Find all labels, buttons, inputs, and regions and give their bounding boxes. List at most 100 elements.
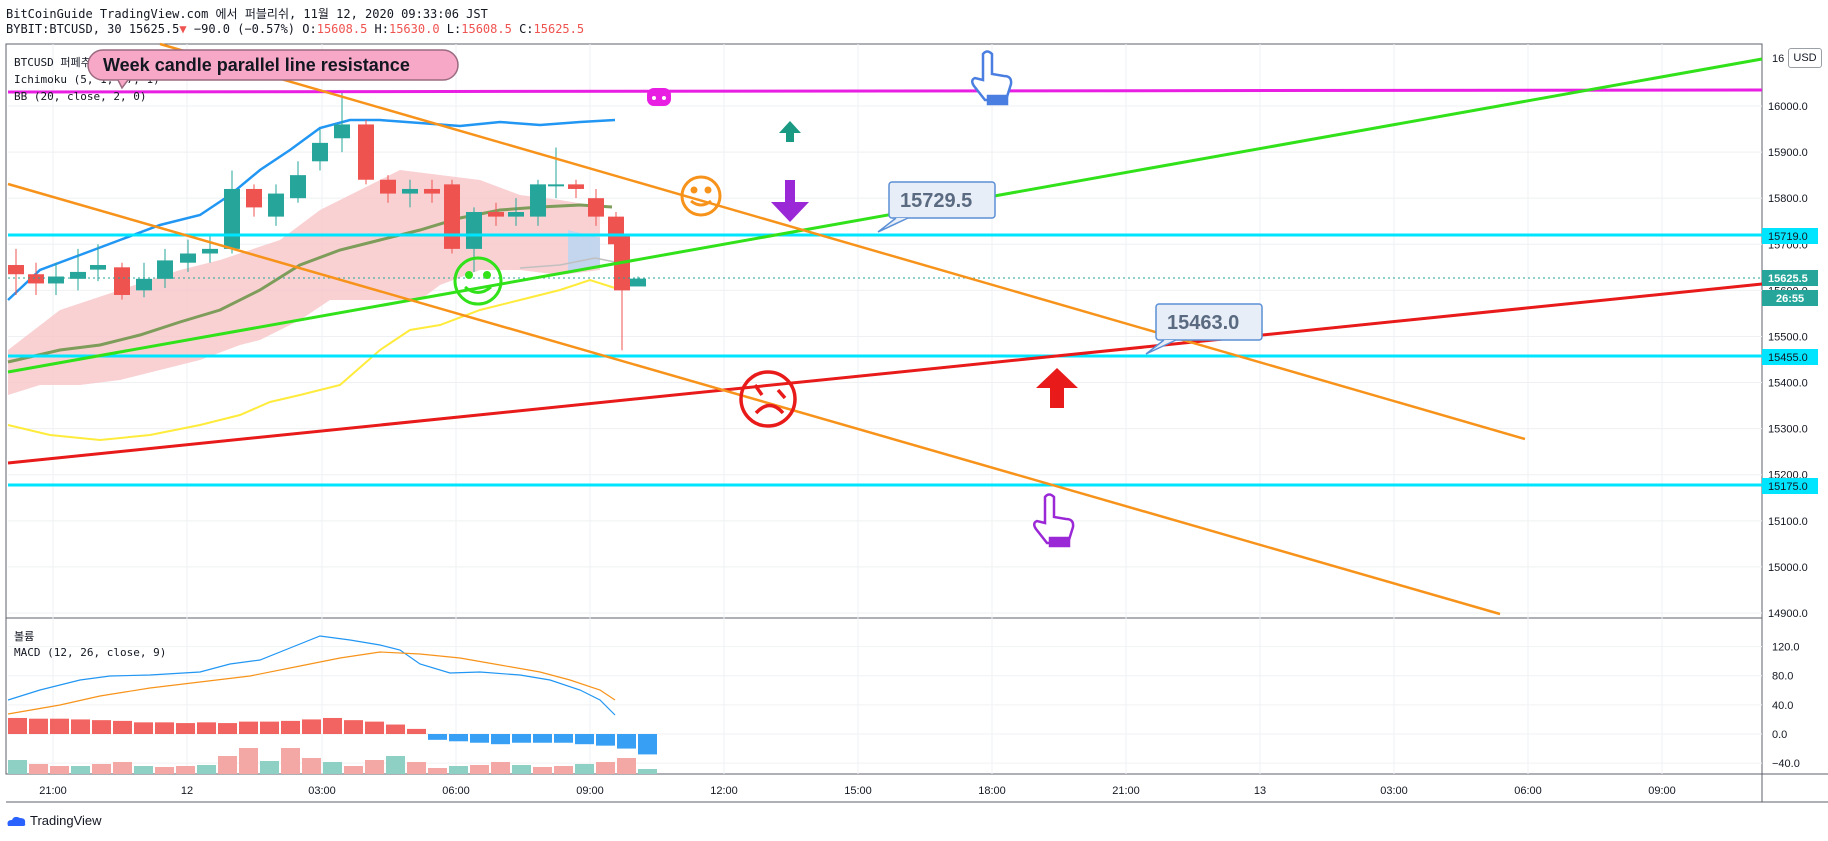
macd-hist-bar (533, 734, 552, 743)
macd-hist-bar (176, 723, 195, 734)
banner-text: Week candle parallel line resistance (103, 55, 410, 75)
candle-body (28, 274, 44, 284)
price-tick-label: 14900.0 (1768, 608, 1808, 620)
volume-bar (239, 748, 258, 774)
time-tick-label: 03:00 (308, 785, 336, 797)
footer-brand: TradingView (30, 813, 102, 828)
macd-hist-bar (155, 722, 174, 734)
time-tick-label: 18:00 (978, 785, 1006, 797)
price-callout-15463[interactable]: 15463.0 (1145, 303, 1263, 355)
volume-bar (218, 756, 237, 774)
macd-hist-bar (449, 734, 468, 742)
sad-face-icon (739, 370, 797, 428)
macd-hist-bar (29, 718, 48, 734)
candle-body (8, 265, 24, 275)
time-tick-label: 09:00 (1648, 785, 1676, 797)
smile-face-icon (680, 175, 722, 217)
svg-text:15625.5: 15625.5 (1768, 273, 1808, 285)
time-tick-label: 12 (181, 785, 193, 797)
banner-callout[interactable]: Week candle parallel line resistance (87, 49, 459, 90)
pointing-hand-purple-icon (1033, 493, 1075, 548)
macd-hist-bar (260, 721, 279, 734)
candle-body (70, 271, 86, 279)
high-value: 15630.0 (388, 22, 440, 36)
volume-title: 볼륨 (14, 630, 34, 643)
volume-bar (176, 766, 195, 774)
volume-bar (8, 760, 27, 774)
candle-body (136, 278, 152, 291)
candle-body (488, 212, 504, 217)
volume-bar (197, 765, 216, 774)
volume-bar (575, 764, 594, 774)
volume-bar (533, 767, 552, 774)
last-price: 15625.5 (128, 22, 180, 36)
currency-button[interactable]: USD (1788, 48, 1822, 68)
price-change: −90.0 (−0.57%) (193, 22, 296, 36)
volume-bar (554, 766, 573, 774)
volume-bar (617, 758, 636, 774)
low-label: L: (446, 22, 462, 36)
candle-body (90, 265, 106, 270)
candle-body (588, 198, 604, 217)
red-trendline (7, 282, 1763, 465)
time-tick-label: 21:00 (39, 785, 67, 797)
publish-text: BitCoinGuide TradingView.com 에서 퍼블리쉬, 11… (6, 7, 488, 21)
volume-bar (260, 761, 279, 774)
volume-bar (470, 765, 489, 774)
bb-basis (7, 203, 613, 364)
macd-hist-bar (71, 719, 90, 734)
macd-hist-bar (428, 734, 447, 740)
price-tag-last: 15625.5 26:55 (1762, 270, 1818, 306)
macd-hist-bar (8, 717, 27, 734)
macd-hist-bar (491, 734, 510, 745)
volume-bar (323, 762, 342, 774)
candle-body (402, 188, 418, 194)
cloud-edge (519, 257, 616, 269)
signal-line (7, 651, 616, 715)
macd-line (7, 635, 616, 716)
volume-bar (512, 765, 531, 774)
time-tick-label: 06:00 (1514, 785, 1542, 797)
macd-label: MACD (12, 26, close, 9) (14, 646, 166, 659)
grid (8, 44, 1762, 774)
volume-bar (386, 756, 405, 774)
drawing-lines (7, 42, 1763, 616)
symbol-label: BYBIT:BTCUSD, 30 (6, 22, 122, 36)
svg-text:15175.0: 15175.0 (1768, 481, 1808, 493)
time-tick-label: 12:00 (710, 785, 738, 797)
callout-text: 15463.0 (1167, 312, 1239, 334)
price-tick-label: 15100.0 (1768, 516, 1808, 528)
macd-hist-bar (407, 728, 426, 734)
price-axis: 16000.015900.015800.015700.015600.015500… (1768, 101, 1808, 620)
macd-hist-bar (239, 721, 258, 734)
macd-hist-bar (50, 718, 69, 734)
volume-bar (281, 748, 300, 774)
candle-body (268, 193, 284, 217)
volume-bar (449, 766, 468, 774)
candle-body (568, 184, 584, 189)
arrow-up-teal-icon (779, 121, 801, 142)
arrow-down-purple-icon (771, 180, 809, 222)
price-tick-label: 15900.0 (1768, 147, 1808, 159)
price-tick-top: 16 (1772, 53, 1784, 65)
macd-hist-bar (302, 719, 321, 734)
volume-bar (113, 762, 132, 774)
pig-icon (647, 88, 671, 106)
macd-hist-bar (323, 717, 342, 734)
candle-body (358, 124, 374, 180)
candle-body (380, 179, 396, 194)
volume-bar (596, 762, 615, 774)
orange-channel-lower (7, 182, 1501, 616)
time-tick-label: 06:00 (442, 785, 470, 797)
price-tag-15175: 15175.0 (1762, 478, 1818, 494)
macd-hist-bar (218, 723, 237, 734)
price-callout-15729[interactable]: 15729.5 (877, 181, 996, 233)
volume-bar (155, 767, 174, 774)
indicator-lines (7, 118, 616, 442)
macd-hist-bar (617, 734, 636, 749)
svg-text:15455.0: 15455.0 (1768, 352, 1808, 364)
time-tick-label: 13 (1254, 785, 1266, 797)
macd-hist-bar (386, 724, 405, 734)
publish-info: BitCoinGuide TradingView.com 에서 퍼블리쉬, 11… (6, 5, 488, 22)
